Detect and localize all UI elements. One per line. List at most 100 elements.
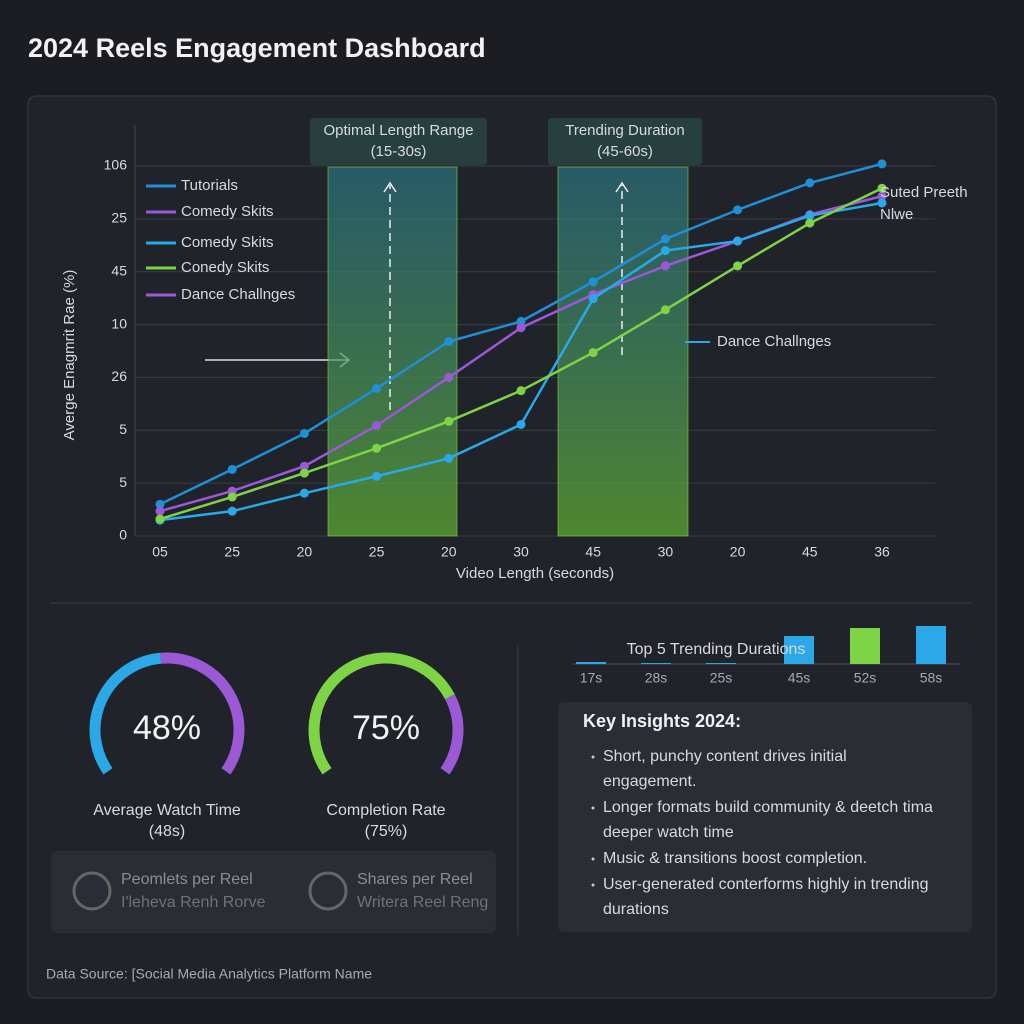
x-tick-label: 45 xyxy=(585,544,601,560)
insight-text: durations xyxy=(603,901,669,918)
x-tick-label: 05 xyxy=(152,544,168,560)
x-tick-label: 36 xyxy=(874,544,890,560)
insight-text: Short, punchy content drives initial xyxy=(603,748,847,765)
gauge-arc xyxy=(308,652,455,775)
gauge-track xyxy=(160,652,245,775)
gauge-title: Average Watch Time xyxy=(93,802,241,819)
bullet xyxy=(591,857,595,861)
x-tick-label: 30 xyxy=(658,544,674,560)
bar xyxy=(784,636,814,664)
x-tick-label: 25s xyxy=(710,670,733,686)
insight-text: User-generated conterforms highly in tre… xyxy=(603,876,929,893)
bullet xyxy=(591,806,595,810)
bar xyxy=(706,663,736,664)
point xyxy=(372,471,382,481)
point xyxy=(372,421,382,431)
point xyxy=(444,372,454,382)
insight-text: Longer formats build community & deetch … xyxy=(603,799,933,816)
point xyxy=(877,191,887,201)
y-axis-label: Averge Enagmrit Rae (%) xyxy=(61,270,78,441)
icon xyxy=(308,871,348,911)
point xyxy=(733,205,743,215)
point xyxy=(877,198,887,208)
bullet xyxy=(591,883,595,887)
point xyxy=(299,461,309,471)
legend-label: Conedy Skits xyxy=(181,259,269,276)
gauge-title: Completion Rate xyxy=(326,802,445,819)
point xyxy=(227,464,237,474)
stat-subtitle: Writera Reel Reng xyxy=(357,894,488,911)
stat-title: Shares per Reel xyxy=(357,871,473,888)
point xyxy=(299,468,309,478)
legend-label: Comedy Skits xyxy=(181,234,274,251)
point xyxy=(516,386,526,396)
y-tick-label: 5 xyxy=(119,474,127,490)
point xyxy=(299,488,309,498)
y-tick-label: 0 xyxy=(119,527,127,543)
insights-card xyxy=(558,702,972,932)
bar xyxy=(850,628,880,664)
point xyxy=(227,492,237,502)
icon xyxy=(72,871,112,911)
point xyxy=(660,261,670,271)
insights-title: Key Insights 2024: xyxy=(583,711,741,731)
stats-card xyxy=(51,851,496,933)
annotation: Suted Preeth xyxy=(880,184,968,201)
annotation: Nlwe xyxy=(880,206,913,223)
gauge-value: 48% xyxy=(133,709,201,747)
point xyxy=(588,294,598,304)
point xyxy=(372,384,382,394)
point xyxy=(372,443,382,453)
point xyxy=(805,211,815,221)
x-tick-label: 20 xyxy=(730,544,746,560)
point xyxy=(733,261,743,271)
arrow xyxy=(383,181,397,193)
point xyxy=(444,416,454,426)
annotation: Dance Challnges xyxy=(717,333,831,350)
y-tick-label: 26 xyxy=(111,368,127,384)
highlight-band xyxy=(557,166,689,537)
y-tick-label: 10 xyxy=(111,315,127,331)
band-label: Trending Duration xyxy=(565,122,685,139)
gauge-track xyxy=(440,694,464,775)
point xyxy=(805,178,815,188)
insight-text: deeper watch time xyxy=(603,824,734,841)
highlight-band xyxy=(327,166,458,537)
point xyxy=(877,183,887,193)
x-tick-label: 20 xyxy=(297,544,313,560)
legend-label: Dance Challnges xyxy=(181,286,295,303)
gauge-subtitle: (75%) xyxy=(365,823,408,840)
stat-title: Peomlets per Reel xyxy=(121,871,253,888)
y-tick-label: 5 xyxy=(119,421,127,437)
arrow xyxy=(615,181,629,193)
x-axis-label: Video Length (seconds) xyxy=(456,565,614,582)
y-tick-label: 45 xyxy=(111,262,127,278)
x-tick-label: 20 xyxy=(441,544,457,560)
legend-label: Comedy Skits xyxy=(181,203,274,220)
band-label: (15-30s) xyxy=(371,143,427,160)
point xyxy=(155,499,165,509)
bar-title: Top 5 Trending Durations xyxy=(627,641,806,658)
point xyxy=(733,236,743,246)
point xyxy=(516,419,526,429)
point xyxy=(227,506,237,516)
x-tick-label: 58s xyxy=(920,670,943,686)
insight-text: engagement. xyxy=(603,773,696,790)
gauge-subtitle: (48s) xyxy=(149,823,185,840)
point xyxy=(299,428,309,438)
point xyxy=(444,453,454,463)
legend-label: Tutorials xyxy=(181,177,238,194)
title: 2024 Reels Engagement Dashboard xyxy=(28,33,486,63)
gauge-value: 75% xyxy=(352,709,420,747)
x-tick-label: 52s xyxy=(854,670,877,686)
point xyxy=(155,506,165,516)
gauge-arc xyxy=(89,652,162,775)
band-label: (45-60s) xyxy=(597,143,653,160)
x-tick-label: 45 xyxy=(802,544,818,560)
bar xyxy=(916,626,946,664)
x-tick-label: 25 xyxy=(224,544,240,560)
band-label-box xyxy=(310,118,487,165)
point xyxy=(588,348,598,358)
point xyxy=(588,277,598,287)
